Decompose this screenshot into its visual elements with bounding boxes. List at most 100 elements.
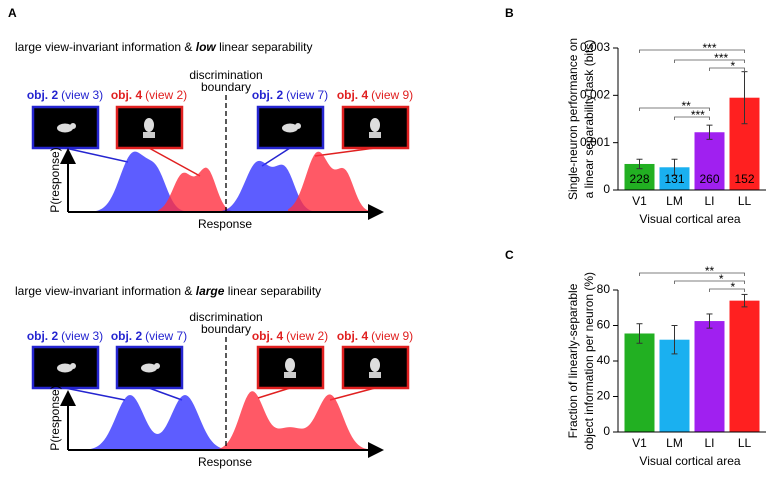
bar xyxy=(624,333,655,432)
rat-icon xyxy=(282,123,298,133)
box-label: obj. 4 (view 9) xyxy=(337,329,413,343)
rat-icon xyxy=(57,363,73,373)
box-label: obj. 4 (view 2) xyxy=(111,88,187,102)
title-emph: large xyxy=(196,284,225,298)
bar xyxy=(659,339,690,432)
neck-icon xyxy=(284,372,296,378)
y-tick-label: 0.001 xyxy=(580,135,610,149)
x-axis-label: Visual cortical area xyxy=(639,212,740,226)
view-name: (view 3) xyxy=(61,88,103,102)
bar-label: 228 xyxy=(629,172,649,186)
x-axis-label: Response xyxy=(198,217,252,231)
significance-label: * xyxy=(719,272,724,286)
connector xyxy=(261,147,291,167)
y-tick-label: 0.003 xyxy=(580,40,610,54)
x-tick-label: LL xyxy=(738,436,752,450)
connector xyxy=(64,387,126,401)
title-part: large view-invariant information & xyxy=(15,40,196,54)
y-tick-label: 40 xyxy=(597,353,611,367)
distribution xyxy=(88,151,190,212)
y-tick-label: 0.002 xyxy=(580,88,610,102)
y-tick-label: 80 xyxy=(597,282,611,296)
significance-bracket xyxy=(709,67,745,71)
obj-name: obj. 4 xyxy=(337,329,369,343)
x-tick-label: V1 xyxy=(632,436,647,450)
y-axis-label: P(response) xyxy=(48,147,62,212)
distribution xyxy=(158,167,240,212)
view-name: (view 9) xyxy=(371,329,413,343)
title-emph: low xyxy=(196,40,217,54)
rat-icon xyxy=(57,123,73,133)
y-axis-label: Single-neuron performance on xyxy=(566,38,580,200)
obj-name: obj. 4 xyxy=(252,329,284,343)
connector xyxy=(64,147,129,163)
x-axis-label: Response xyxy=(198,455,252,469)
connector xyxy=(148,387,183,401)
neck-icon xyxy=(369,372,381,378)
panel-label: C xyxy=(505,248,514,262)
x-tick-label: LM xyxy=(666,436,683,450)
title-part: large view-invariant information & xyxy=(15,284,196,298)
x-tick-label: V1 xyxy=(632,194,647,208)
distribution xyxy=(212,391,368,450)
distribution xyxy=(212,160,312,212)
y-tick-label: 20 xyxy=(597,389,611,403)
panel-label: B xyxy=(505,6,514,20)
significance-label: ** xyxy=(681,99,691,113)
x-tick-label: LM xyxy=(666,194,683,208)
significance-label: * xyxy=(730,59,735,73)
title-part: linear separability xyxy=(224,284,321,298)
row-title: large view-invariant information & low l… xyxy=(15,40,312,54)
title-part: linear separability xyxy=(216,40,313,54)
box-label: obj. 2 (view 7) xyxy=(252,88,328,102)
connector xyxy=(314,147,376,157)
box-label: obj. 4 (view 9) xyxy=(337,88,413,102)
view-name: (view 9) xyxy=(371,88,413,102)
significance-bracket xyxy=(639,272,745,276)
significance-label: *** xyxy=(714,51,728,65)
connector xyxy=(148,147,201,177)
x-axis-label: Visual cortical area xyxy=(639,454,740,468)
significance-bracket xyxy=(674,59,745,63)
rat-head xyxy=(295,123,301,129)
boundary-label: boundary xyxy=(201,322,251,336)
obj-name: obj. 2 xyxy=(27,88,59,102)
x-tick-label: LI xyxy=(704,194,714,208)
box-label: obj. 4 (view 2) xyxy=(252,329,328,343)
y-axis-label: object information per neuron (%) xyxy=(582,272,596,450)
distribution xyxy=(288,151,375,212)
significance-bracket xyxy=(639,107,710,111)
view-name: (view 7) xyxy=(286,88,328,102)
significance-bracket xyxy=(639,49,745,53)
box-label: obj. 2 (view 7) xyxy=(111,329,187,343)
significance-label: ** xyxy=(705,264,715,278)
bar xyxy=(659,167,690,190)
connector xyxy=(257,387,291,399)
y-tick-label: 0 xyxy=(603,424,610,438)
connector xyxy=(329,387,376,401)
view-name: (view 2) xyxy=(286,329,328,343)
obj-name: obj. 2 xyxy=(27,329,59,343)
bar-label: 152 xyxy=(734,172,754,186)
neck-icon xyxy=(143,132,155,138)
significance-bracket xyxy=(674,116,710,120)
y-axis-label: Fraction of linearly-separable xyxy=(566,283,580,438)
x-tick-label: LL xyxy=(738,194,752,208)
bar xyxy=(694,321,725,432)
head-icon xyxy=(144,118,154,132)
box-label: obj. 2 (view 3) xyxy=(27,329,103,343)
obj-name: obj. 2 xyxy=(252,88,284,102)
bar-label: 131 xyxy=(664,172,684,186)
rat-head xyxy=(70,363,76,369)
y-axis-label: a linear separability task (bits) xyxy=(582,40,596,199)
x-tick-label: LI xyxy=(704,436,714,450)
view-name: (view 3) xyxy=(61,329,103,343)
view-name: (view 7) xyxy=(145,329,187,343)
bar xyxy=(729,300,760,432)
significance-label: *** xyxy=(702,41,716,55)
bar-label: 260 xyxy=(699,172,719,186)
y-tick-label: 0 xyxy=(603,182,610,196)
row-title: large view-invariant information & large… xyxy=(15,284,321,298)
rat-head xyxy=(154,363,160,369)
panel-label: A xyxy=(8,6,17,20)
